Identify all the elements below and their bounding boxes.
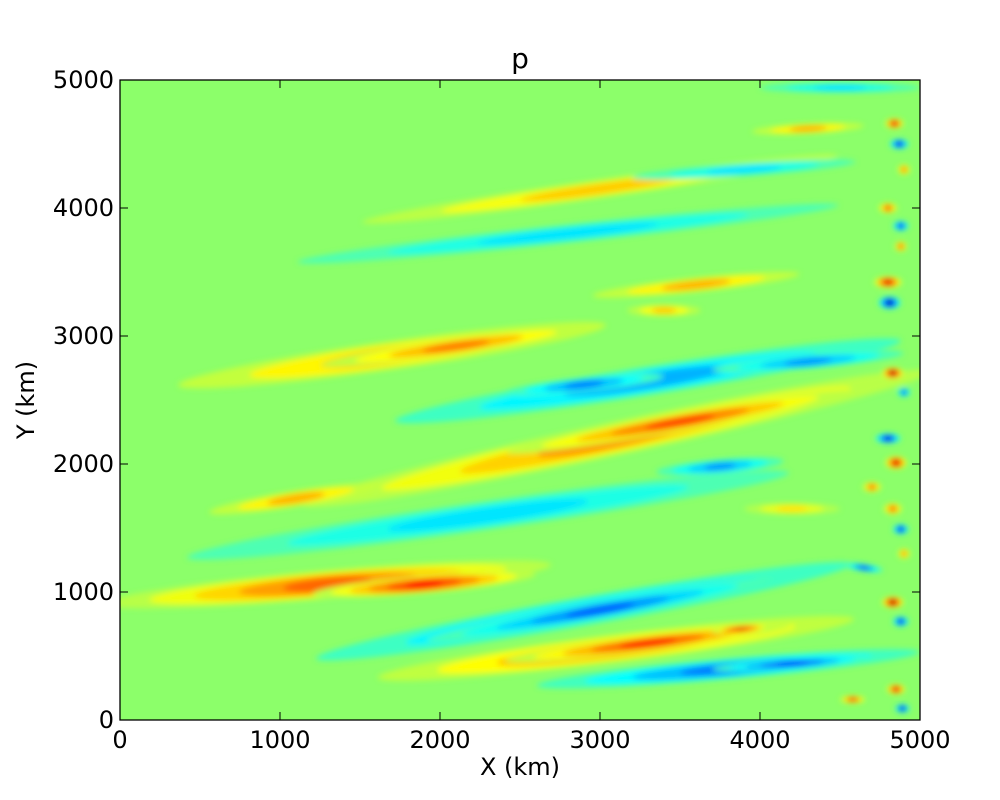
contour-feature-18-level-4 — [776, 660, 808, 667]
x-tick-label-1: 1000 — [249, 726, 310, 754]
contour-feature-47-level-3 — [902, 166, 906, 173]
x-tick-label-4: 4000 — [729, 726, 790, 754]
contour-feature-40-level-5 — [898, 223, 903, 229]
contour-feature-20-level-3 — [564, 380, 604, 389]
contour-feature-29-level-7 — [890, 370, 895, 376]
contour-feature-35-level-6 — [897, 141, 902, 147]
contour-feature-21-level-3 — [784, 357, 832, 366]
y-tick-label-4: 4000 — [53, 194, 114, 222]
contour-feature-48-level-3 — [902, 550, 906, 557]
plot-frame — [119, 79, 921, 721]
contour-feature-34-level-6 — [892, 121, 897, 126]
contour-feature-1-level-5 — [405, 579, 443, 589]
contour-feature-37-level-6 — [900, 706, 905, 711]
contour-feature-8-level-3 — [422, 339, 490, 353]
contour-feature-43-level-4 — [870, 484, 874, 490]
x-tick-label-0: 0 — [112, 726, 127, 754]
contour-feature-25-level-2 — [706, 165, 782, 175]
contour-feature-27-level-7 — [890, 599, 895, 605]
contour-feature-44-level-4 — [850, 697, 856, 702]
contour-feature-33-level-6 — [898, 527, 903, 532]
chart-title: p — [511, 42, 529, 75]
y-axis: 0 1000 2000 3000 4000 5000 — [53, 66, 920, 734]
contour-feature-23-level-2 — [387, 499, 589, 532]
y-axis-label: Y (km) — [12, 361, 40, 440]
contour-feature-4-level-6 — [736, 627, 745, 632]
x-tick-label-2: 2000 — [409, 726, 470, 754]
contour-feature-45-level-4 — [860, 565, 868, 570]
contour-feature-31-level-6 — [886, 436, 890, 441]
contour-feature-22-level-3 — [704, 462, 736, 471]
contour-feature-13-level-2 — [651, 307, 677, 314]
contour-feature-11-level-2 — [661, 279, 731, 291]
contour-feature-39-level-4 — [886, 205, 890, 211]
x-tick-label-3: 3000 — [569, 726, 630, 754]
x-axis: 0 1000 2000 3000 4000 5000 — [112, 80, 951, 754]
contour-feature-41-level-4 — [898, 243, 903, 249]
x-tick-label-5: 5000 — [889, 726, 950, 754]
contour-feature-10-level-2 — [520, 176, 680, 202]
contour-feature-38-level-6 — [898, 619, 903, 624]
y-tick-label-1: 1000 — [53, 578, 114, 606]
contour-feature-46-level-4 — [902, 390, 906, 395]
y-tick-label-3: 3000 — [53, 322, 114, 350]
y-tick-label-2: 2000 — [53, 450, 114, 478]
contour-feature-42-level-4 — [890, 506, 895, 512]
contour-feature-16-level-4 — [565, 602, 635, 618]
x-axis-label: X (km) — [480, 753, 560, 781]
contour-feature-12-level-2 — [789, 125, 827, 132]
contour-feature-24-level-2 — [477, 222, 659, 245]
contour-feature-36-level-6 — [894, 687, 898, 692]
contour-feature-26-level-2 — [813, 84, 867, 91]
contour-feature-3-level-4 — [619, 637, 677, 649]
contour-feature-30-level-6 — [894, 459, 898, 466]
y-tick-label-0: 0 — [99, 706, 114, 734]
y-tick-label-5: 5000 — [53, 66, 114, 94]
contour-features — [120, 82, 920, 713]
contour-feature-9-level-2 — [267, 492, 325, 505]
contour-feature-32-level-6 — [885, 279, 891, 285]
contour-feature-14-level-2 — [776, 505, 808, 513]
contour-feature-6-level-4 — [645, 414, 715, 430]
plot-area — [120, 80, 920, 720]
contour-feature-28-level-7 — [887, 299, 892, 306]
